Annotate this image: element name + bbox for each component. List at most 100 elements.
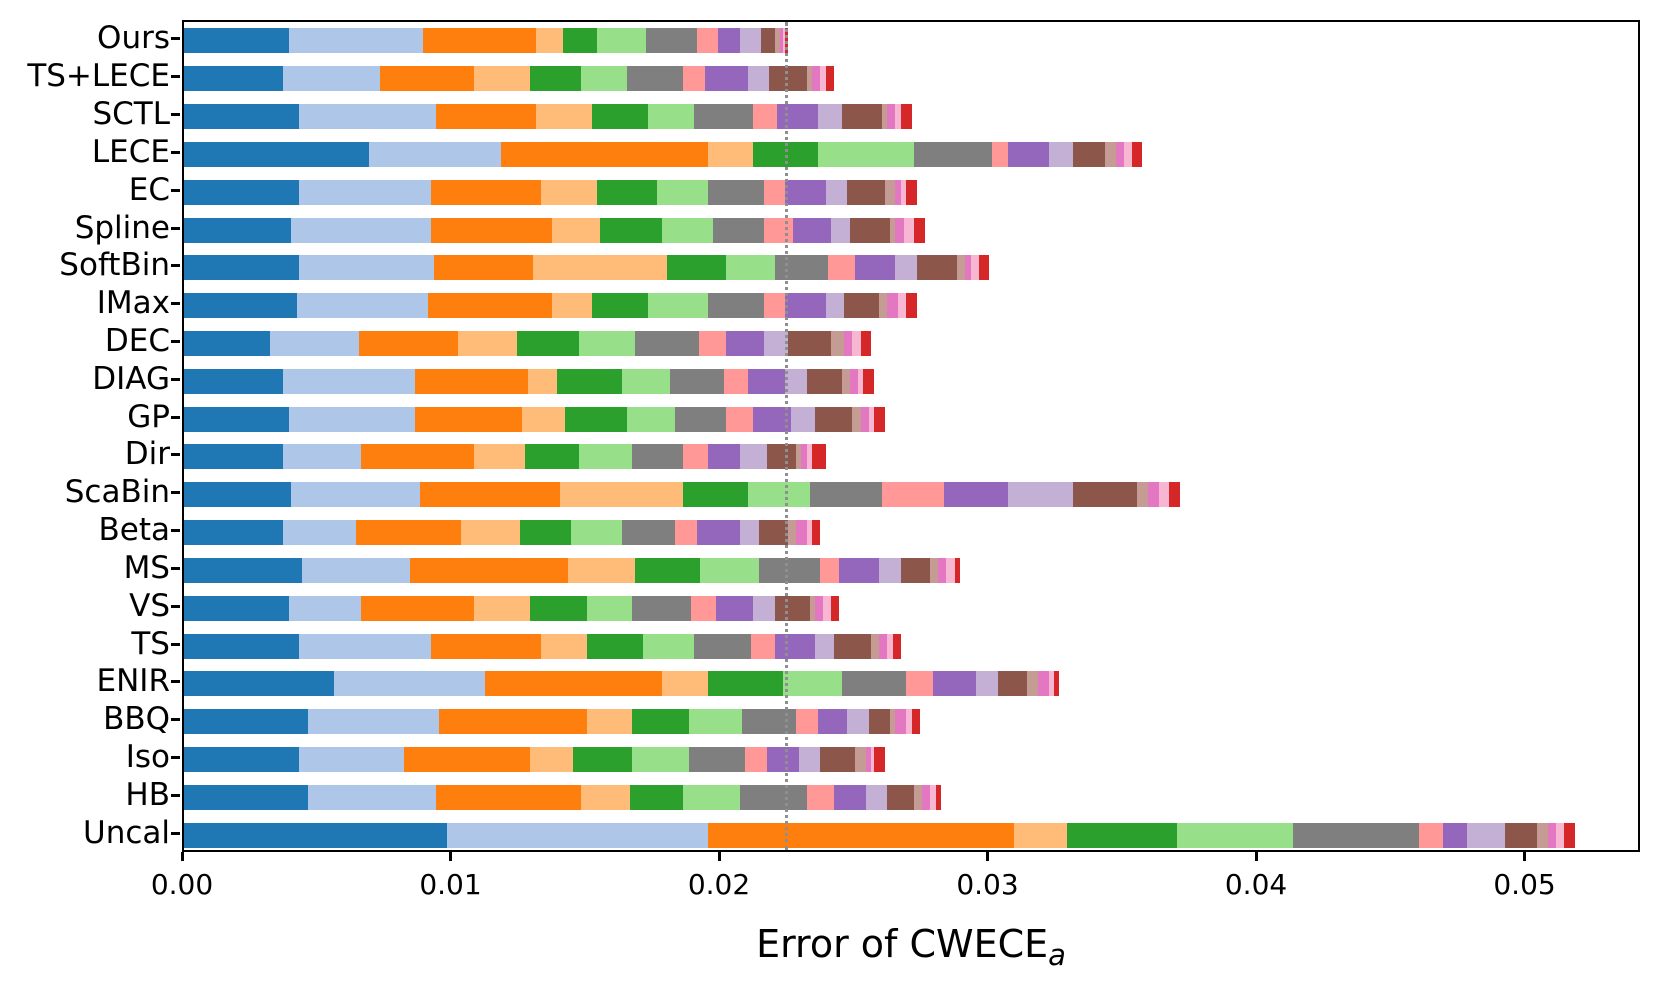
y-tick	[171, 150, 180, 154]
bar-segment-gray	[712, 217, 764, 243]
bar-segment-light-pink	[1158, 482, 1170, 508]
bar-segment-salmon	[683, 444, 708, 470]
y-tick	[171, 566, 180, 570]
bar-segment-light-purple	[825, 179, 848, 205]
bar-segment-salmon	[806, 784, 834, 810]
bar-segment-green	[592, 293, 649, 319]
bar-segment-brown	[849, 217, 891, 243]
bar-segment-gray	[632, 595, 692, 621]
bar-segment-brown	[766, 444, 797, 470]
bar-segment-salmon	[906, 671, 934, 697]
bar-segment-light-blue	[299, 104, 437, 130]
bar-row-Dir	[184, 444, 826, 470]
bar-segment-light-blue	[283, 66, 380, 92]
bar-segment-orange	[409, 557, 568, 583]
bar-segment-red	[906, 293, 917, 319]
bar-segment-light-brown	[855, 746, 866, 772]
bar-segment-orange	[500, 141, 708, 167]
bar-segment-salmon	[796, 709, 818, 735]
y-tick-label-TS: TS	[131, 625, 170, 662]
x-tick-label-0.02: 0.02	[687, 868, 751, 901]
bar-segment-purple	[726, 330, 764, 356]
bar-segment-light-pink	[970, 255, 979, 281]
bar-segment-light-green	[782, 671, 842, 697]
bar-segment-magenta	[965, 255, 971, 281]
bar-segment-brown	[820, 746, 856, 772]
bar-segment-blue	[184, 293, 297, 319]
bar-segment-magenta	[895, 179, 901, 205]
y-tick	[171, 453, 180, 457]
bar-segment-red	[873, 746, 885, 772]
bar-row-MS	[184, 557, 960, 583]
bar-segment-red	[906, 179, 917, 205]
y-tick	[171, 113, 180, 117]
y-tick-label-Beta: Beta	[98, 512, 171, 549]
bar-segment-magenta	[796, 520, 807, 546]
bar-segment-light-purple	[739, 28, 762, 54]
bar-segment-light-blue	[299, 746, 405, 772]
bar-segment-gray	[621, 520, 676, 546]
bar-segment-light-orange	[661, 671, 708, 697]
bar-segment-light-blue	[288, 595, 362, 621]
bar-segment-orange	[428, 293, 552, 319]
bar-segment-salmon	[882, 482, 944, 508]
bar-segment-light-orange	[535, 28, 563, 54]
bar-segment-light-pink	[868, 406, 874, 432]
bar-row-TS	[184, 633, 901, 659]
bar-segment-purple	[753, 406, 791, 432]
bar-segment-light-pink	[946, 557, 955, 583]
bar-segment-brown	[814, 406, 853, 432]
bar-segment-light-pink	[782, 28, 786, 54]
bar-segment-brown	[788, 330, 832, 356]
bar-segment-light-green	[626, 406, 676, 432]
bar-segment-blue	[184, 141, 370, 167]
bar-segment-light-green	[570, 520, 622, 546]
bar-segment-light-purple	[747, 66, 770, 92]
bar-segment-blue	[184, 179, 300, 205]
bar-segment-blue	[184, 482, 292, 508]
y-tick-label-ENIR: ENIR	[96, 663, 170, 700]
bar-segment-salmon	[745, 746, 767, 772]
bar-segment-light-orange	[457, 330, 517, 356]
bar-segment-blue	[184, 66, 284, 92]
bar-segment-blue	[184, 746, 300, 772]
y-tick	[171, 188, 180, 192]
bar-segment-light-pink	[806, 444, 813, 470]
bar-segment-light-brown	[930, 557, 939, 583]
bar-row-ScaBin	[184, 482, 1181, 508]
x-axis-title-subscript: a	[1048, 938, 1066, 972]
bar-segment-green	[565, 406, 627, 432]
bar-segment-blue	[184, 595, 289, 621]
bar-segment-blue	[184, 709, 308, 735]
bar-segment-light-orange	[541, 633, 587, 659]
bar-segment-light-blue	[299, 255, 434, 281]
bar-segment-purple	[766, 746, 799, 772]
bar-segment-light-brown	[788, 520, 797, 546]
x-tick	[449, 852, 452, 861]
bar-segment-light-green	[578, 444, 633, 470]
y-tick	[171, 491, 180, 495]
y-tick	[171, 415, 180, 419]
bar-row-TS+LECE	[184, 66, 834, 92]
y-tick	[171, 831, 180, 835]
bar-segment-orange	[431, 179, 542, 205]
bar-segment-brown	[1072, 482, 1138, 508]
y-tick-label-Uncal: Uncal	[83, 814, 170, 851]
bar-segment-light-brown	[806, 66, 813, 92]
bar-segment-brown	[887, 784, 915, 810]
bar-segment-light-purple	[753, 595, 775, 621]
bar-segment-orange	[414, 368, 528, 394]
bar-segment-light-orange	[541, 179, 598, 205]
bar-row-IMax	[184, 293, 917, 319]
bar-segment-salmon	[726, 406, 754, 432]
bar-segment-light-pink	[1555, 822, 1564, 848]
bar-segment-brown	[847, 179, 885, 205]
bar-segment-blue	[184, 217, 292, 243]
bar-segment-orange	[380, 66, 474, 92]
bar-segment-blue	[184, 520, 284, 546]
y-tick	[171, 793, 180, 797]
bar-segment-light-green	[586, 595, 633, 621]
bar-segment-light-green	[683, 784, 740, 810]
bar-segment-brown	[1504, 822, 1538, 848]
